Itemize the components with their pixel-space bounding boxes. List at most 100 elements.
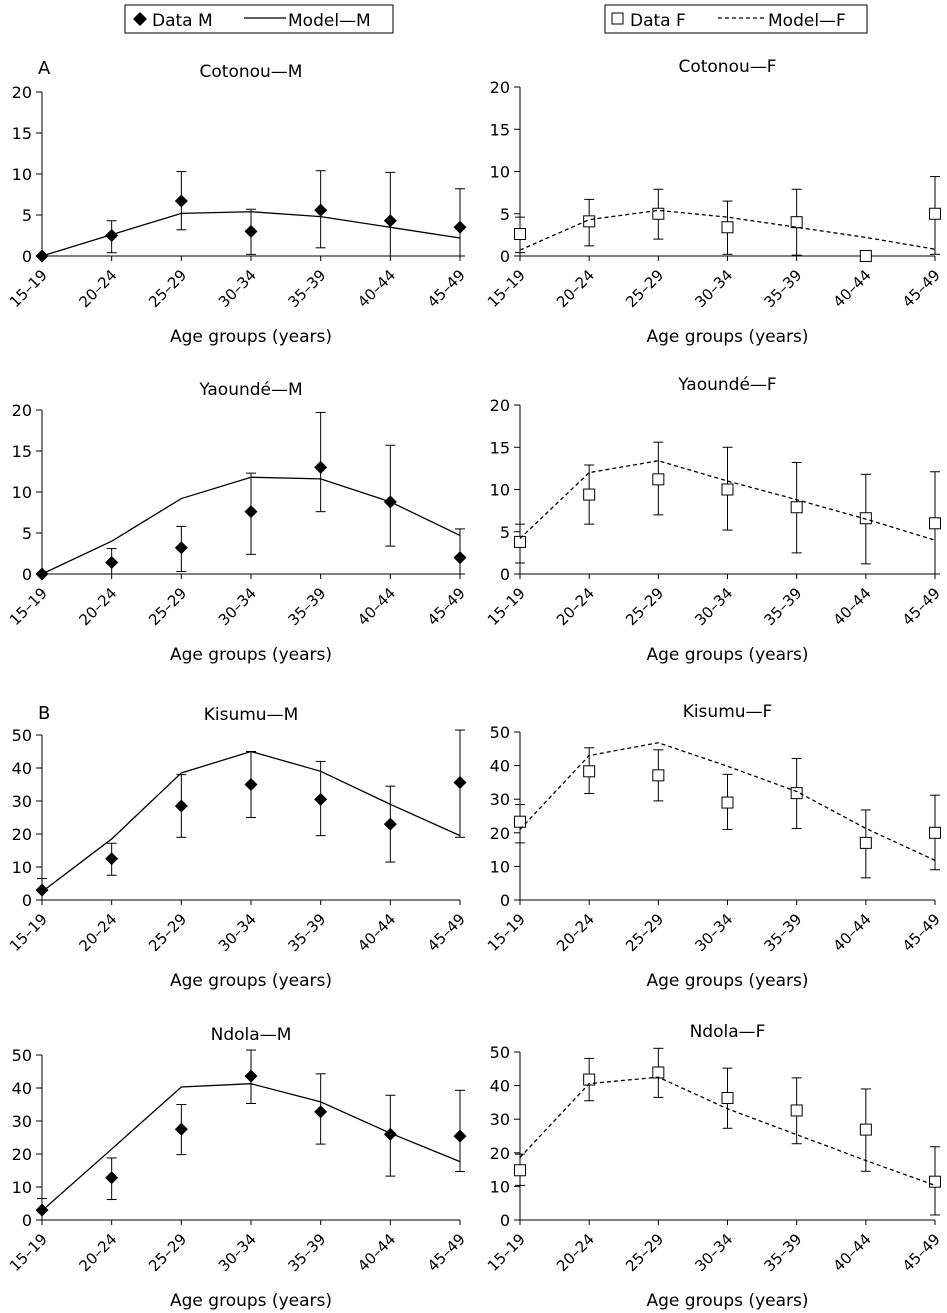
y-tick-label: 0: [500, 247, 510, 266]
y-tick-label: 10: [490, 857, 510, 876]
data-point: [105, 1171, 119, 1185]
data-point: [244, 505, 258, 519]
legend-female-data-label: Data F: [630, 11, 686, 31]
x-tick-label: 30–34: [215, 266, 260, 311]
x-tick-label: 45–49: [899, 266, 944, 311]
legend-male-data-label: Data M: [152, 11, 213, 31]
x-tick-label: 15–19: [6, 584, 51, 629]
chart-1: Cotonou—M 0 5 10 15 20 15–19 20–24 25–29 30–34 35–…: [6, 62, 469, 347]
y-tick-label: 20: [12, 401, 32, 420]
data-point: [929, 207, 941, 220]
x-tick-label: 20–24: [553, 266, 598, 311]
x-axis-label: Age groups (years): [170, 645, 332, 665]
legend-female: Data F Model—F: [604, 4, 868, 34]
y-tick-label: 20: [490, 824, 510, 843]
legend-male-box: [124, 4, 394, 34]
y-tick-label: 15: [490, 120, 510, 139]
x-tick-label: 20–24: [553, 1230, 598, 1275]
chart-4: Yaoundé—F 0 5 10 15 20 15–19 20–24 25–29 30–34 35–…: [484, 375, 944, 665]
x-tick-label: 30–34: [691, 584, 736, 629]
chart-title: Cotonou—F: [678, 57, 776, 77]
chart-title: Yaoundé—F: [677, 375, 776, 395]
y-tick-label: 40: [12, 759, 32, 778]
data-point: [514, 1164, 526, 1177]
y-tick-label: 50: [12, 1046, 32, 1065]
y-tick-label: 10: [490, 1177, 510, 1196]
x-tick-label: 20–24: [75, 584, 120, 629]
y-tick-label: 20: [490, 1144, 510, 1163]
y-tick-label: 40: [490, 1077, 510, 1096]
x-tick-label: 25–29: [622, 910, 667, 955]
y-tick-label: 5: [500, 205, 510, 224]
y-tick-label: 30: [490, 790, 510, 809]
chart-title: Kisumu—F: [683, 702, 773, 722]
x-tick-label: 15–19: [484, 266, 529, 311]
data-point: [383, 817, 397, 831]
model-line: [41, 211, 461, 257]
y-tick-label: 50: [490, 1043, 510, 1062]
data-point: [314, 792, 328, 806]
x-tick-label: 35–39: [284, 584, 329, 629]
data-point: [105, 556, 119, 570]
data-point: [244, 224, 258, 238]
x-tick-label: 45–49: [424, 266, 469, 311]
x-tick-label: 25–29: [145, 910, 190, 955]
data-point: [652, 207, 665, 220]
x-tick-label: 35–39: [284, 1230, 329, 1275]
x-tick-label: 15–19: [484, 1230, 529, 1275]
data-point: [652, 473, 665, 486]
y-tick-label: 0: [500, 1211, 510, 1230]
x-tick-label: 20–24: [553, 910, 598, 955]
x-tick-label: 15–19: [484, 584, 529, 629]
y-tick-label: 20: [12, 1145, 32, 1164]
x-tick-label: 35–39: [760, 1230, 805, 1275]
chart-title: Cotonou—M: [200, 62, 303, 82]
data-point: [244, 1069, 258, 1083]
x-tick-label: 30–34: [215, 1230, 260, 1275]
x-tick-label: 40–44: [830, 910, 875, 955]
y-tick-label: 0: [22, 891, 32, 910]
data-point: [514, 535, 526, 548]
x-axis-label: Age groups (years): [647, 1291, 809, 1311]
legend-female-box: [604, 4, 868, 34]
data-point: [383, 214, 397, 228]
model-line: [519, 1076, 936, 1187]
y-tick-label: 30: [12, 1112, 32, 1131]
panel-label-b: B: [38, 703, 50, 724]
y-tick-label: 10: [12, 1178, 32, 1197]
y-tick-label: 50: [12, 726, 32, 745]
x-tick-label: 30–34: [691, 1230, 736, 1275]
chart-title: Ndola—M: [211, 1025, 292, 1045]
y-tick-label: 10: [12, 165, 32, 184]
y-tick-label: 0: [22, 247, 32, 266]
x-tick-label: 40–44: [830, 584, 875, 629]
data-point: [453, 1129, 467, 1143]
x-axis-label: Age groups (years): [647, 327, 809, 347]
data-point: [244, 778, 258, 791]
data-point: [859, 250, 872, 262]
x-tick-label: 30–34: [215, 584, 260, 629]
data-point: [721, 1092, 734, 1105]
x-tick-label: 30–34: [691, 910, 736, 955]
x-tick-label: 25–29: [622, 1230, 667, 1275]
data-point: [721, 221, 734, 234]
data-point: [859, 512, 872, 525]
x-tick-label: 20–24: [75, 266, 120, 311]
y-tick-label: 30: [12, 792, 32, 811]
y-tick-label: 20: [12, 83, 32, 102]
x-tick-label: 30–34: [691, 266, 736, 311]
data-point: [105, 229, 119, 242]
data-point: [929, 1175, 941, 1188]
y-tick-label: 5: [22, 524, 32, 543]
data-point: [583, 765, 596, 778]
x-tick-label: 45–49: [424, 584, 469, 629]
data-point: [859, 836, 872, 849]
data-point: [929, 517, 941, 530]
x-tick-label: 20–24: [75, 910, 120, 955]
y-tick-label: 15: [490, 438, 510, 457]
x-tick-label: 35–39: [284, 266, 329, 311]
x-axis-label: Age groups (years): [170, 971, 332, 991]
y-tick-label: 40: [490, 757, 510, 776]
charts-container: Cotonou—M 0 5 10 15 20 15–19 20–24 25–29 30–34 35–…: [6, 57, 944, 1311]
legend-female-model-label: Model—F: [768, 11, 846, 31]
